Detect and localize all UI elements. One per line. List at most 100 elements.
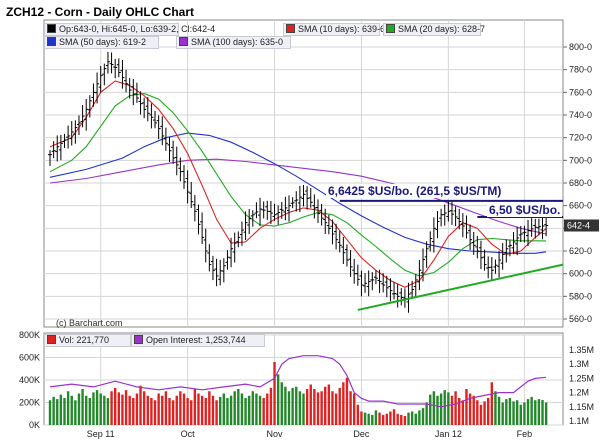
date-tick-label: Oct [181,429,196,439]
ohlc-bar [272,203,277,221]
ohlc-bar [334,223,339,250]
ohlc-bar [529,218,534,237]
volume-bar [432,391,436,425]
ohlc-bar [250,210,255,227]
legend-sma50: SMA (50 days): 619-2 [47,37,146,47]
volume-bar [153,400,157,425]
ohlc-bar [254,202,259,219]
price-tick-label: 660-0 [569,201,592,211]
volume-bar [106,398,110,425]
ohlc-bar [348,250,353,277]
last-price-tag-text: 642-4 [567,221,590,231]
volume-bar [95,390,99,425]
open-interest-tick-label: 1.3M [569,359,589,369]
ohlc-bar [51,141,56,159]
volume-bar [291,387,294,425]
price-tick-label: 780-0 [569,65,592,75]
open-interest-tick-label: 1.35M [569,345,594,355]
sma100-label: SMA (100 days): 635-0 [191,37,284,47]
date-tick-label: Feb [517,429,533,439]
sma-lines [49,80,547,288]
ohlc-bar [417,259,422,291]
ohlc-bar [113,58,118,79]
volume-bar [113,387,117,425]
volume-bar [280,382,283,425]
ohlc-bar [76,115,81,136]
volume-bar [418,410,421,425]
ohlc-bar [84,99,89,131]
ohlc-bar [160,116,165,146]
ohlc-bar [544,214,549,237]
ohlc-bar [363,273,368,293]
ohlc-bar [319,203,324,226]
ohlc-bar [283,196,288,221]
ohlc-bar [457,208,462,230]
volume-bar [193,389,197,425]
ohlc-bar [134,82,139,103]
volume-bar [186,398,189,425]
ohlc-bar [55,135,60,162]
ohlc-bar [167,137,172,162]
ohlc-bar [261,201,266,219]
volume-bar [356,404,360,425]
ohlc-bar [297,185,302,213]
ohlc-bar [268,200,273,224]
ohlc-bar [124,69,129,93]
price-tick-label: 560-0 [569,314,592,324]
ohlc-bar [384,275,389,298]
legend-box-sma100 [176,36,291,49]
ohlc-bar [239,221,244,246]
legend-sma10: SMA (10 days): 639-6 [286,24,385,34]
volume-bar [168,398,171,425]
volume-label: Vol: 221,770 [59,335,110,345]
volume-bar [472,395,475,425]
sma20-label: SMA (20 days): 628-7 [398,24,486,34]
ohlc-bar [478,240,483,270]
blue-swatch-icon [47,37,56,46]
volume-bar [454,391,457,425]
black-swatch-icon [47,24,56,33]
volume-bar [461,400,465,425]
ohlc-bar [243,211,248,240]
ohlc-bar [413,274,418,298]
volume-bar [208,391,211,425]
ohlc-bar [225,250,230,270]
volume-bar [414,413,417,425]
volume-bar [161,395,164,425]
price-tick-label: 580-0 [569,291,592,301]
volume-bar [381,414,385,425]
ohlc-bar [156,115,161,140]
ohlc-bar [105,51,110,74]
volume-bar [465,389,468,425]
chart-credit: (c) Barchart.com [56,318,123,328]
volume-bar [197,393,200,425]
volume-bar [526,399,530,425]
volume-bar [171,400,175,425]
ohlc-bar [149,103,154,129]
volume-bar [63,398,66,425]
volume-bar [515,400,519,425]
ohlc-bar [62,133,67,148]
volume-bar [501,402,504,425]
open-interest-line [49,355,547,408]
legend-box-open-interest [131,334,265,347]
ohlc-bar [366,270,371,297]
volume-bar [505,399,508,425]
volume-bar [66,391,70,425]
date-tick-label: Nov [267,429,284,439]
volume-bar [313,389,316,425]
ohlc-bar [116,58,121,78]
open-interest-tick-label: 1.2M [569,388,589,398]
ohlc-bar [518,225,523,243]
ohlc-bar [58,134,63,161]
ohlc-bar [171,140,176,164]
volume-bar [273,362,276,425]
volume-bar [523,402,526,425]
ohlc-bar [73,120,78,144]
ohlc-bar [468,224,473,251]
legend-box-sma10 [283,23,380,36]
volume-bar [353,393,356,425]
volume-bar [342,382,345,425]
red-swatch-icon [286,24,295,33]
